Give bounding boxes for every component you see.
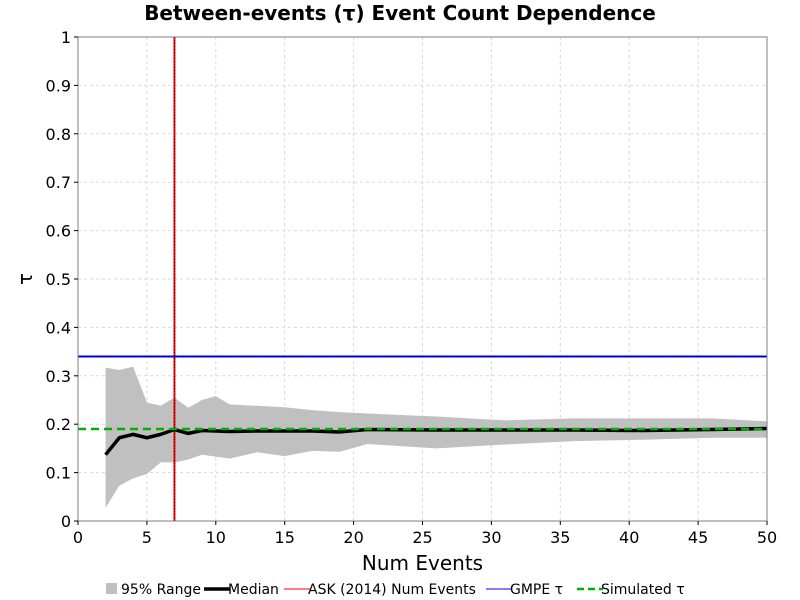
x-tick-label: 5 <box>142 528 152 547</box>
y-tick-label: 0 <box>61 512 71 531</box>
y-tick-label: 0.4 <box>46 318 71 337</box>
x-axis-label: Num Events <box>362 551 483 575</box>
legend-item-ask-num-events: ASK (2014) Num Events <box>284 582 476 598</box>
line-layer <box>78 37 768 521</box>
y-tick-label: 1 <box>61 28 71 47</box>
y-axis-label: τ <box>13 273 37 285</box>
legend-swatch <box>106 583 117 594</box>
y-tick-label: 0.5 <box>46 270 71 289</box>
legend-label: Simulated τ <box>601 582 685 598</box>
legend-item-95-range: 95% Range <box>106 582 201 598</box>
y-tick-label: 0.9 <box>46 76 71 95</box>
x-tick-label: 15 <box>275 528 295 547</box>
x-tick-label: 30 <box>481 528 501 547</box>
y-tick-label: 0.1 <box>46 464 71 483</box>
x-tick-label: 50 <box>757 528 777 547</box>
legend-item-median: Median <box>204 582 279 598</box>
x-tick-label: 45 <box>688 528 708 547</box>
legend-item-simulated-tau: Simulated τ <box>577 582 685 598</box>
legend-item-gmpe-tau: GMPE τ <box>486 582 563 598</box>
legend-label: Median <box>228 582 279 598</box>
x-tick-label: 40 <box>619 528 639 547</box>
range-band-95 <box>105 366 767 508</box>
y-tick-label: 0.3 <box>46 367 71 386</box>
axis-ticks: 0 5 10 15 20 25 30 35 40 45 50 0 0.1 0.2 0.3 0.4 0.5 0.6 0… <box>46 28 778 547</box>
legend-label: GMPE τ <box>510 582 563 598</box>
y-tick-label: 0.8 <box>46 125 71 144</box>
y-tick-label: 0.6 <box>46 222 71 241</box>
band-layer <box>105 366 767 508</box>
chart-title: Between-events (τ) Event Count Dependenc… <box>144 1 656 25</box>
y-tick-label: 0.7 <box>46 173 71 192</box>
x-tick-label: 20 <box>343 528 363 547</box>
legend-label: 95% Range <box>121 582 201 598</box>
x-tick-label: 10 <box>206 528 226 547</box>
x-tick-label: 0 <box>73 528 83 547</box>
y-tick-label: 0.2 <box>46 415 71 434</box>
x-tick-label: 35 <box>550 528 570 547</box>
legend: 95% Range Median ASK (2014) Num Events GMPE… <box>106 582 685 598</box>
legend-label: ASK (2014) Num Events <box>308 582 476 598</box>
x-tick-label: 25 <box>412 528 432 547</box>
